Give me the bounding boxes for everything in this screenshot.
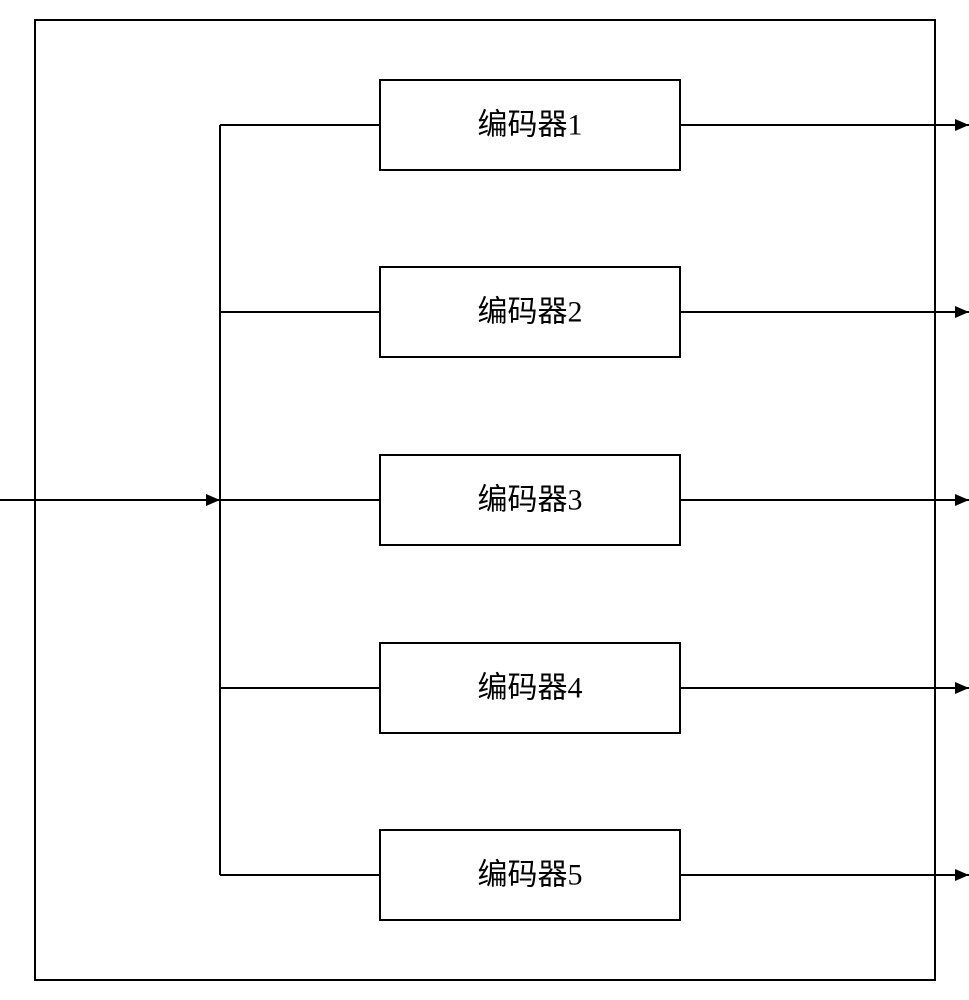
- node-label-enc3: 编码器3: [478, 484, 583, 517]
- node-label-enc4: 编码器4: [478, 672, 583, 705]
- node-enc2: 编码器2: [380, 267, 680, 357]
- node-enc5: 编码器5: [380, 830, 680, 920]
- node-enc4: 编码器4: [380, 643, 680, 733]
- node-enc1: 编码器1: [380, 80, 680, 170]
- node-label-enc2: 编码器2: [478, 296, 583, 329]
- node-enc3: 编码器3: [380, 455, 680, 545]
- node-label-enc1: 编码器1: [478, 109, 583, 142]
- node-label-enc5: 编码器5: [478, 859, 583, 892]
